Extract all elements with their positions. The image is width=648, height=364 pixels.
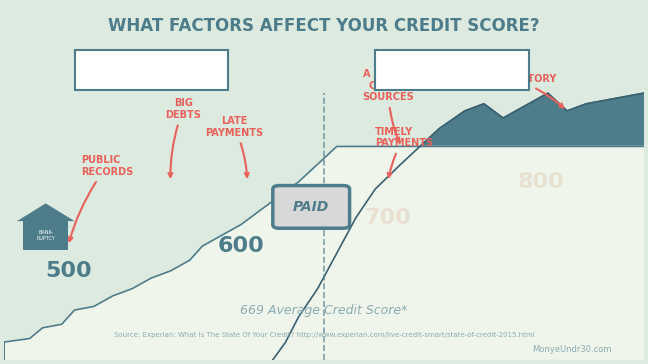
Text: LATE
PAYMENTS: LATE PAYMENTS [205,116,264,177]
Text: WHAT FACTORS AFFECT YOUR CREDIT SCORE?: WHAT FACTORS AFFECT YOUR CREDIT SCORE? [108,16,540,35]
Text: MonyeUndr30.com: MonyeUndr30.com [533,345,612,354]
Text: 700: 700 [365,207,411,228]
Text: BANK-
RUPTCY: BANK- RUPTCY [36,230,55,241]
FancyBboxPatch shape [75,50,228,90]
Text: A MIX OF
CREDIT
SOURCES: A MIX OF CREDIT SOURCES [362,69,414,142]
Text: 600: 600 [218,236,264,256]
Text: 800: 800 [518,172,565,192]
Text: TIMELY
PAYMENTS: TIMELY PAYMENTS [375,127,434,177]
Text: 500: 500 [45,261,91,281]
Text: BAD STUFF: BAD STUFF [112,63,191,76]
FancyBboxPatch shape [375,50,529,90]
Text: PAID: PAID [293,200,329,214]
Text: PUBLIC
RECORDS: PUBLIC RECORDS [69,155,133,241]
Polygon shape [17,203,75,221]
Text: BIG
DEBTS: BIG DEBTS [165,98,202,177]
Text: LONG HISTORY: LONG HISTORY [475,74,563,107]
Text: Source: Experian: What Is The State Of Your Credit? http://www.experian.com/live: Source: Experian: What Is The State Of Y… [113,332,535,338]
Bar [23,221,68,250]
Text: 669 Average Credit Score*: 669 Average Credit Score* [240,304,408,317]
Polygon shape [273,93,644,360]
Polygon shape [4,146,644,360]
FancyBboxPatch shape [273,186,349,228]
Text: GOOD STUFF: GOOD STUFF [406,63,497,76]
